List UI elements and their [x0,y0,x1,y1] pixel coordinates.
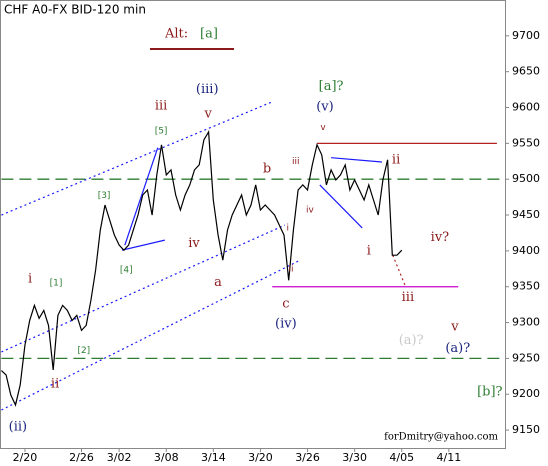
wave-label: [a]? [319,79,344,94]
x-tick-label: 3/30 [342,451,367,464]
x-tick-label: 3/02 [107,451,132,464]
y-tick-label: 9600 [512,101,540,114]
wave-label: i [367,243,371,258]
y-tick-label: 9200 [512,387,540,400]
x-tick-label: 2/26 [69,451,94,464]
y-tick-label: 9450 [512,208,540,221]
wave-label: i [287,223,290,233]
trend-line [331,157,383,163]
wave-label: c [282,296,289,311]
wave-label: [1] [50,279,63,289]
wave-label: (v) [316,99,334,114]
wave-label: v [450,319,459,334]
wave-label: iii [292,157,300,167]
wave-label: iv [306,206,315,216]
y-tick-label: 9550 [512,136,540,149]
y-tick-label: 9300 [512,316,540,329]
alt-wave: [a] [200,27,218,42]
wave-label: [b]? [477,385,502,400]
wave-label: ii [392,152,400,167]
wave-label: ii [289,264,294,274]
wave-label: [3] [98,191,111,201]
x-tick-label: 3/20 [248,451,273,464]
wave-label: i [28,271,32,286]
x-tick-label: 3/14 [201,451,226,464]
trend-line [121,239,165,251]
wave-label: ii [51,377,59,392]
plot-frame [0,0,506,449]
x-tick-label: 3/08 [154,451,179,464]
y-tick-label: 9700 [512,29,540,42]
trend-line [124,147,159,246]
wave-label: (iii) [196,82,219,97]
wave-label: (iv) [275,316,297,331]
y-tick-label: 9500 [512,172,540,185]
trend-line [1,101,273,216]
x-tick-label: 4/11 [436,451,461,464]
y-tick-label: 9250 [512,351,540,364]
x-tick-label: 2/20 [13,451,38,464]
wave-label: (a)? [399,333,424,348]
wave-label: a [214,275,222,290]
wave-label: [2] [77,346,90,356]
y-tick-label: 9350 [512,280,540,293]
y-tick-label: 9400 [512,244,540,257]
wave-label: v [320,123,326,133]
alt-label: Alt: [164,27,188,42]
x-tick-label: 3/26 [295,451,320,464]
chart-title: CHF A0-FX BID-120 min [4,3,146,17]
wave-label: (ii) [9,420,27,435]
trend-line [319,184,363,229]
wave-label: b [263,162,271,177]
wave-label: iii [402,290,414,305]
wave-label: (a)? [445,341,470,356]
wave-label: [4] [120,266,133,276]
wave-label: [5] [155,127,168,137]
wave-label: v [203,106,212,121]
wave-label: iv? [431,230,450,245]
x-tick-label: 4/05 [389,451,414,464]
wave-label: iii [155,99,167,114]
y-tick-label: 9650 [512,65,540,78]
y-tick-label: 9150 [512,423,540,436]
credit: forDmitry@yahoo.com [384,432,498,443]
price-line [0,129,403,407]
wave-label: iv [188,236,200,251]
trend-line [1,259,301,411]
trend-line [392,254,406,286]
